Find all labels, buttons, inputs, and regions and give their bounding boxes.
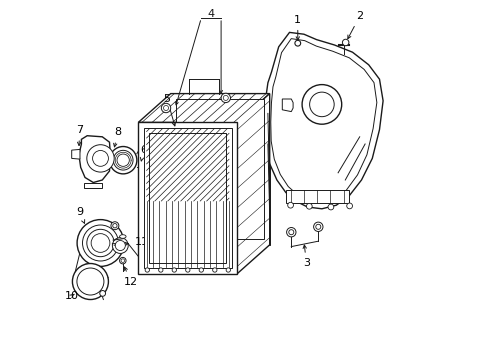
Circle shape	[302, 85, 341, 124]
Circle shape	[288, 230, 293, 235]
Text: 8: 8	[113, 127, 121, 147]
Circle shape	[287, 202, 293, 208]
Text: 7: 7	[76, 125, 83, 145]
Bar	[138, 122, 237, 274]
Circle shape	[92, 150, 108, 166]
Circle shape	[306, 203, 311, 209]
Text: 2: 2	[347, 11, 363, 39]
Polygon shape	[282, 99, 292, 112]
Circle shape	[294, 40, 300, 46]
Circle shape	[87, 145, 114, 172]
Polygon shape	[138, 94, 269, 122]
Polygon shape	[72, 149, 80, 159]
Circle shape	[223, 95, 228, 100]
Circle shape	[91, 234, 110, 252]
Text: 3: 3	[302, 245, 309, 268]
Text: 10: 10	[64, 291, 79, 301]
Polygon shape	[79, 136, 110, 183]
Circle shape	[315, 224, 320, 229]
Circle shape	[117, 154, 129, 166]
Circle shape	[327, 204, 333, 210]
Circle shape	[120, 257, 126, 264]
Text: 1: 1	[294, 15, 301, 40]
Circle shape	[111, 222, 119, 230]
Circle shape	[225, 268, 230, 272]
Circle shape	[342, 39, 348, 46]
Circle shape	[313, 222, 322, 231]
Circle shape	[121, 259, 124, 262]
Bar	[170, 94, 269, 245]
Text: 6: 6	[140, 145, 147, 161]
Circle shape	[221, 93, 230, 103]
Circle shape	[286, 228, 295, 237]
Text: 9: 9	[76, 207, 84, 223]
Circle shape	[113, 150, 133, 170]
Circle shape	[115, 240, 125, 251]
Bar	[285, 190, 348, 203]
Circle shape	[109, 147, 137, 174]
Circle shape	[100, 291, 105, 296]
Circle shape	[199, 268, 203, 272]
Circle shape	[77, 220, 123, 266]
Circle shape	[163, 105, 168, 111]
Ellipse shape	[120, 235, 126, 238]
Polygon shape	[237, 94, 269, 274]
Circle shape	[145, 268, 149, 272]
Circle shape	[113, 224, 117, 228]
Text: 5: 5	[163, 94, 175, 126]
Circle shape	[172, 268, 176, 272]
Polygon shape	[84, 183, 102, 188]
Circle shape	[212, 268, 217, 272]
Bar	[143, 128, 231, 268]
Text: 4: 4	[207, 9, 215, 19]
Circle shape	[185, 268, 189, 272]
Circle shape	[112, 238, 128, 253]
Polygon shape	[270, 39, 376, 202]
Circle shape	[82, 225, 118, 261]
Circle shape	[77, 268, 104, 295]
Bar	[176, 99, 264, 239]
Circle shape	[309, 92, 333, 117]
Circle shape	[72, 264, 108, 300]
Circle shape	[158, 268, 163, 272]
Text: 11: 11	[114, 237, 148, 247]
Circle shape	[346, 203, 352, 209]
Polygon shape	[264, 32, 382, 209]
Circle shape	[161, 103, 170, 113]
Circle shape	[87, 229, 114, 257]
Text: 12: 12	[124, 267, 138, 287]
Bar	[149, 133, 226, 263]
